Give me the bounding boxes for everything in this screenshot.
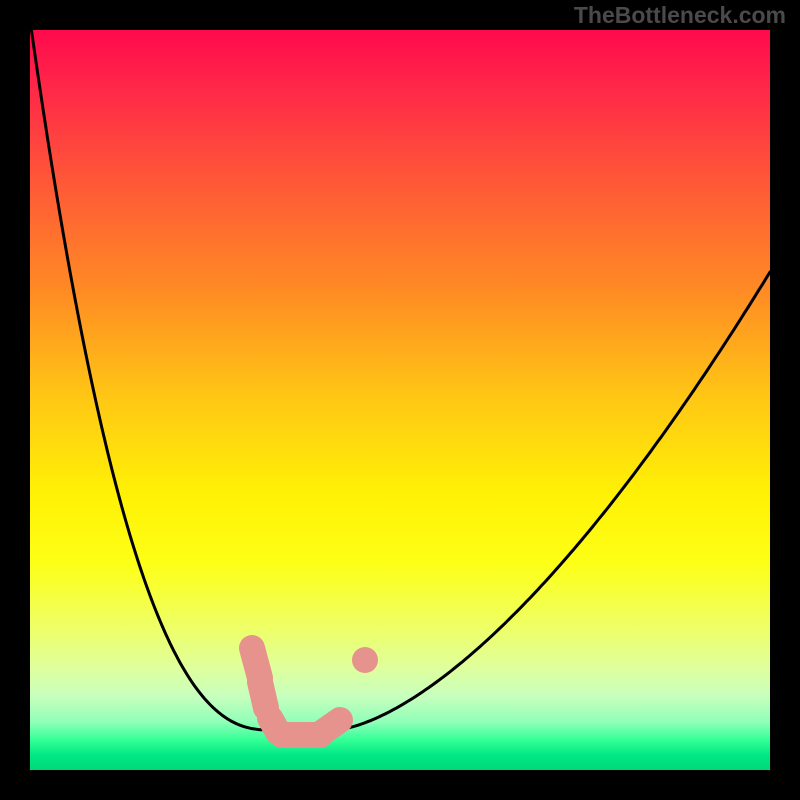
watermark-text: TheBottleneck.com — [574, 2, 786, 29]
marker-dot — [352, 647, 378, 673]
bottleneck-chart — [0, 0, 800, 800]
marker-capsule — [260, 682, 266, 708]
chart-canvas: TheBottleneck.com — [0, 0, 800, 800]
marker-capsule — [320, 720, 340, 734]
plot-area — [30, 30, 770, 770]
